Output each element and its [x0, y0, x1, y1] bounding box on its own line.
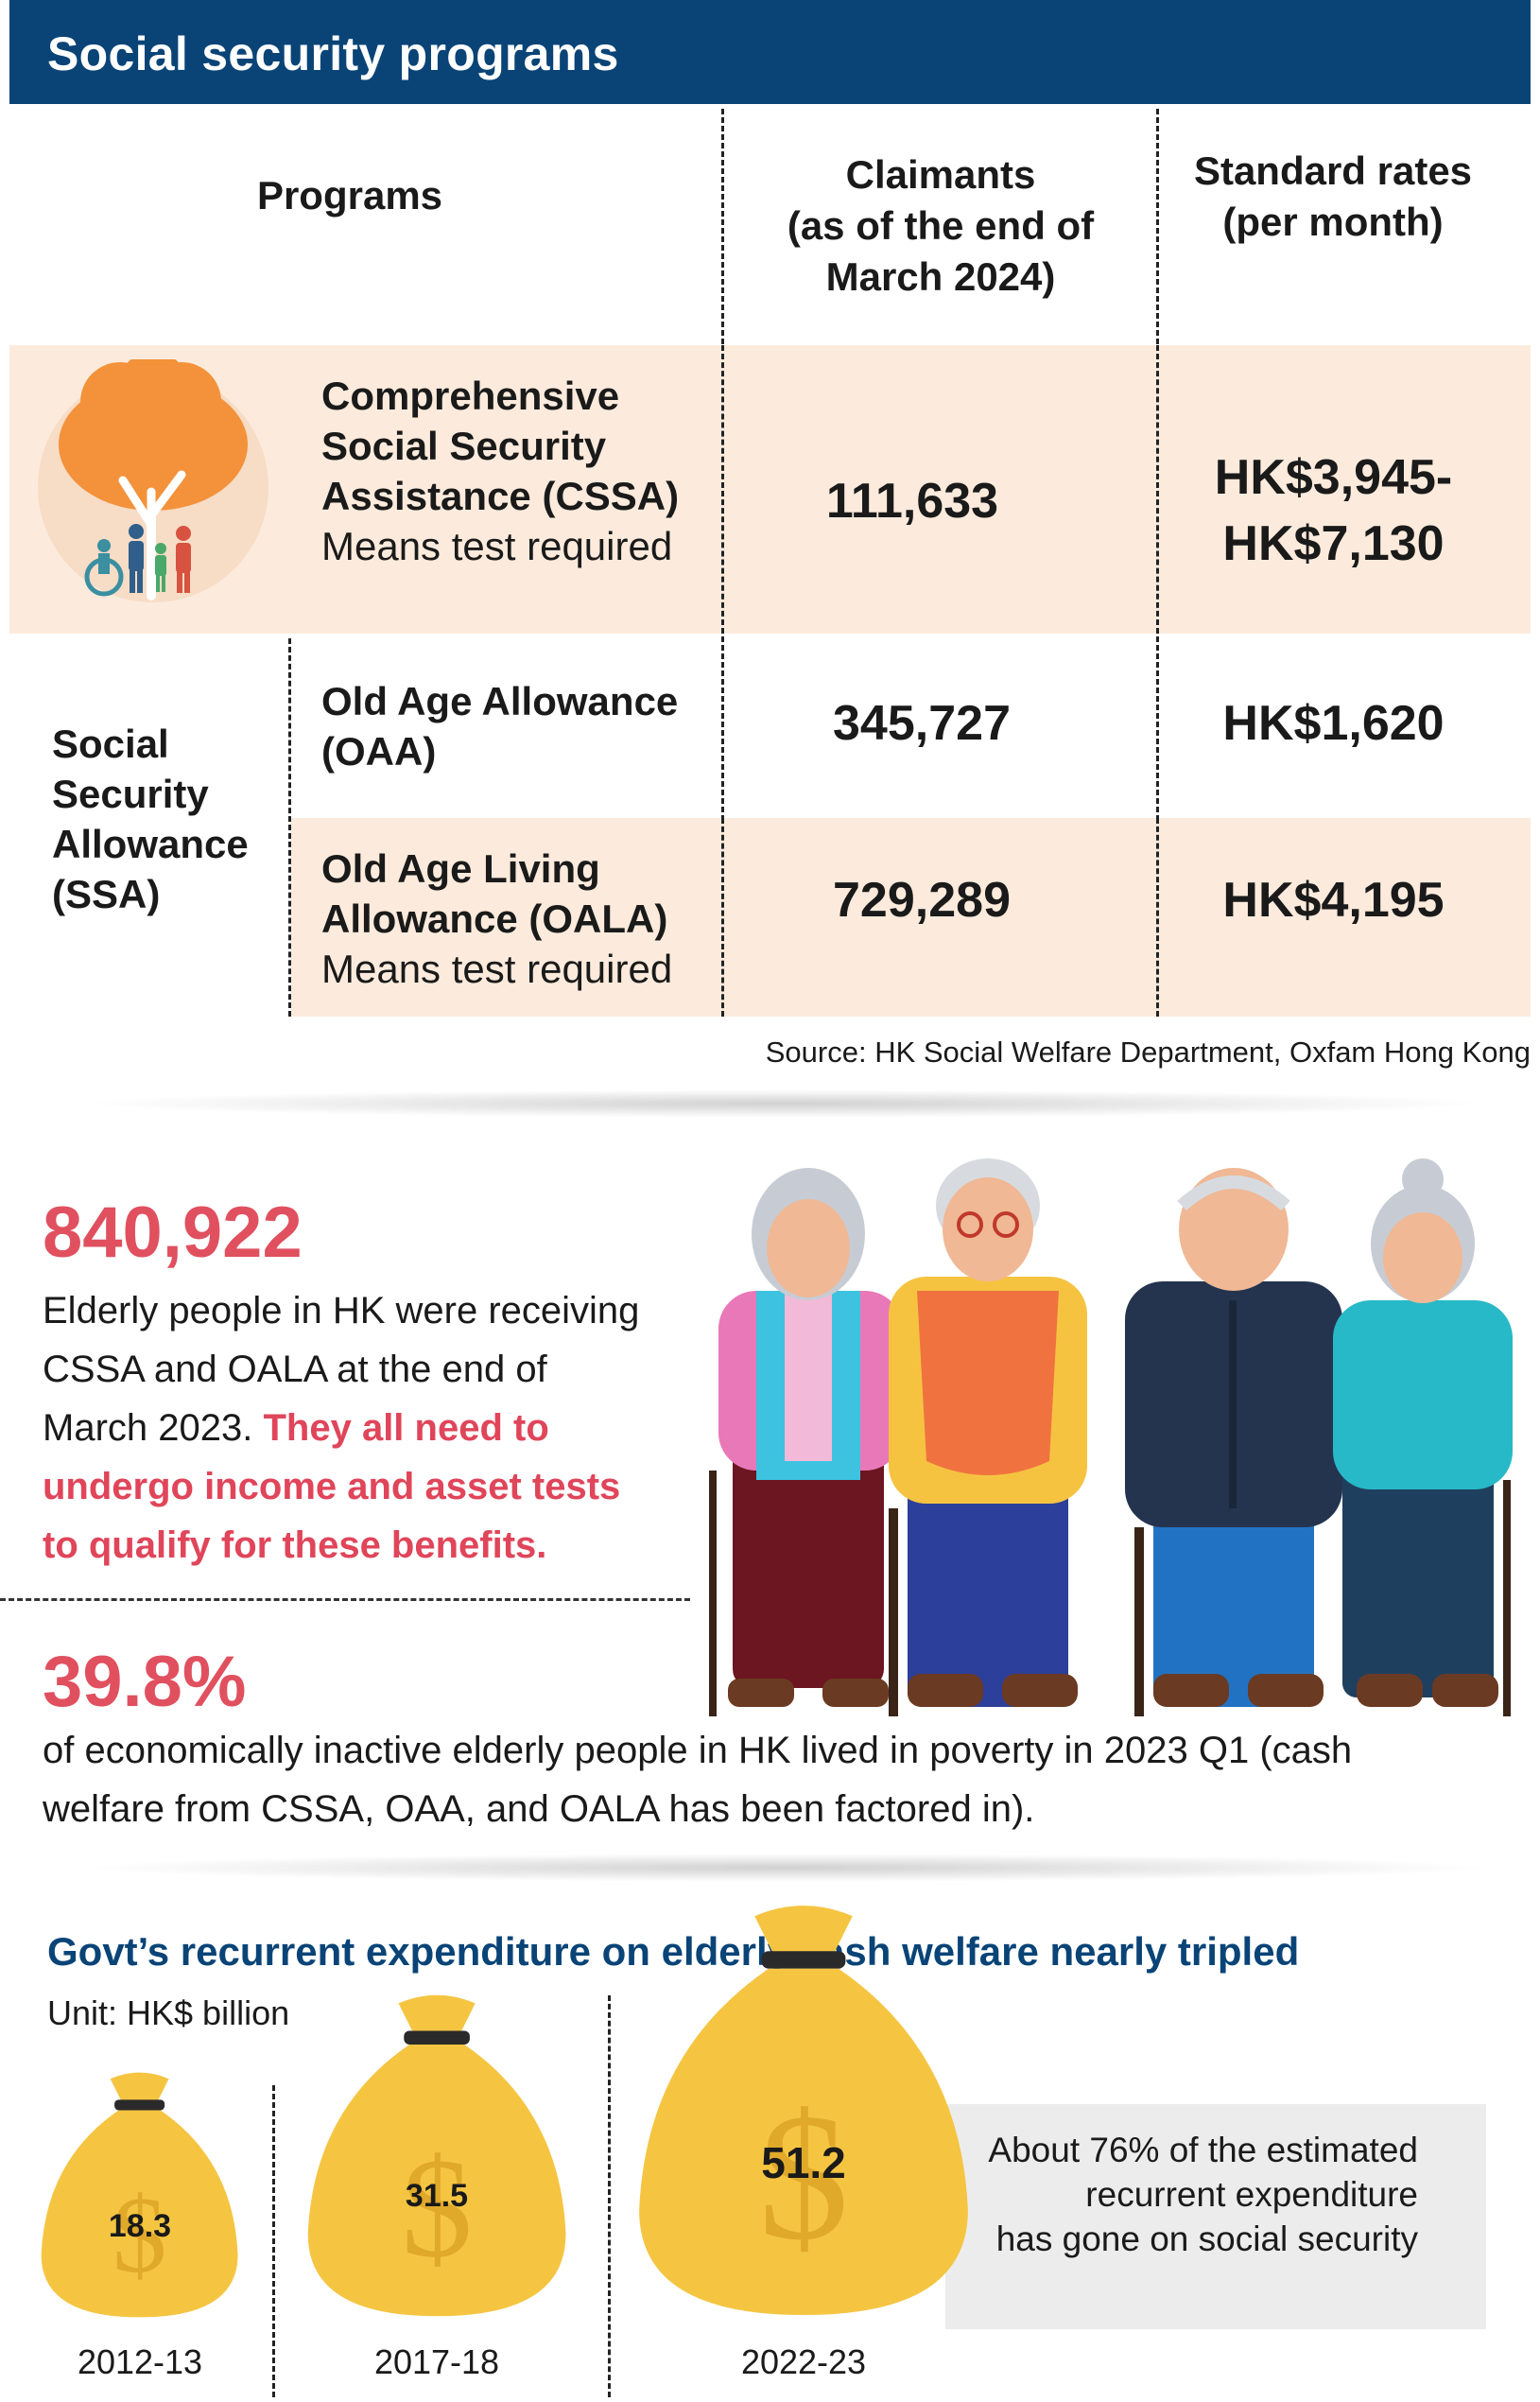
chart-divider [272, 2085, 275, 2397]
stat-line-mixed: March 2023. They all need to [43, 1399, 704, 1457]
group-divider [288, 638, 291, 1017]
svg-text:$: $ [401, 2129, 472, 2287]
money-bag-2012-13: $ [35, 2066, 244, 2322]
note-line: recurrent expenditure [1085, 2175, 1418, 2214]
group-label-line: Social [52, 722, 169, 766]
claimants-oaa: 345,727 [833, 696, 1011, 751]
note-line: About 76% of the estimated [988, 2131, 1418, 2169]
program-name-line: Allowance (OALA) [321, 896, 668, 941]
section-divider [76, 1089, 1494, 1118]
program-oaa: Old Age Allowance (OAA) [321, 676, 718, 776]
claimants-cssa: 111,633 [825, 474, 999, 529]
col-header-rates: Standard rates (per month) [1163, 146, 1503, 248]
header-bar [9, 0, 1531, 104]
stat-line-highlight: undergo income and asset tests [43, 1466, 621, 1507]
column-divider [721, 345, 724, 634]
column-divider [1156, 345, 1159, 634]
group-label-line: Allowance [52, 822, 249, 866]
stat-line: welfare from CSSA, OAA, and OALA has bee… [43, 1788, 1035, 1830]
bag-value-label: 18.3 [108, 2208, 172, 2245]
program-name-line: (OAA) [321, 729, 437, 774]
stat-line: Elderly people in HK were receiving [43, 1290, 640, 1332]
rate-line: HK$7,130 [1222, 516, 1445, 571]
program-name-line: Comprehensive [321, 374, 620, 418]
stat-number-elderly-receiving: 840,922 [43, 1192, 303, 1273]
col-header-claimants-line: March 2024) [825, 254, 1056, 299]
column-divider [721, 818, 724, 1017]
stat-line-plain: March 2023. [43, 1407, 264, 1449]
bag-value-label: 31.5 [405, 2178, 469, 2215]
stat-line: CSSA and OALA at the end of [43, 1349, 547, 1390]
elderly-group-illustration [690, 1149, 1522, 1721]
chart-note: About 76% of the estimated recurrent exp… [945, 2128, 1418, 2261]
section-divider [76, 1854, 1494, 1882]
stat-number-poverty: 39.8% [43, 1642, 247, 1722]
stat-line: of economically inactive elderly people … [43, 1730, 1353, 1771]
program-name-line: Social Security [321, 424, 607, 468]
dashed-divider [0, 1598, 690, 1601]
chart-title: Govt’s recurrent expenditure on elderly … [47, 1929, 1300, 1974]
year-label: 2022-23 [740, 2342, 867, 2381]
year-label: 2012-13 [77, 2342, 203, 2381]
column-divider [1156, 818, 1159, 1017]
group-label-line: Security [52, 772, 209, 816]
group-label-line: (SSA) [52, 872, 161, 916]
col-header-claimants-line: (as of the end of [787, 203, 1095, 248]
stat-line-highlight: They all need to [263, 1407, 549, 1449]
svg-text:$: $ [112, 2175, 167, 2295]
rate-line: HK$1,620 [1222, 696, 1445, 751]
table-row-oala [291, 818, 1531, 1017]
chart-divider [608, 1995, 611, 2397]
year-label: 2017-18 [373, 2342, 500, 2381]
col-header-rates-line: (per month) [1222, 200, 1444, 244]
svg-text:$: $ [758, 2076, 849, 2277]
program-note: Means test required [321, 947, 673, 991]
program-cssa: Comprehensive Social Security Assistance… [321, 371, 718, 571]
stat-line-highlight: to qualify for these benefits. [43, 1524, 547, 1566]
bag-value-label: 51.2 [761, 2138, 846, 2188]
note-line: has gone on social security [995, 2219, 1418, 2258]
source-note: Source: HK Social Welfare Department, Ox… [765, 1036, 1531, 1069]
money-bag-icon: $ [42, 2072, 238, 2318]
chart-unit: Unit: HK$ billion [47, 1993, 290, 2032]
programs-table: Programs Claimants (as of the end of Mar… [0, 104, 1540, 1069]
program-oala: Old Age Living Allowance (OALA) Means te… [321, 844, 718, 994]
rate-line: HK$3,945- [1214, 450, 1453, 505]
rate-oala: HK$4,195 [1161, 872, 1506, 929]
stat-text-elderly-receiving: Elderly people in HK were receiving CSSA… [43, 1281, 704, 1575]
program-name-line: Old Age Allowance [321, 679, 679, 723]
page-title: Social security programs [47, 27, 619, 80]
program-name-line: Old Age Living [321, 846, 600, 891]
claimants-oala: 729,289 [833, 873, 1011, 928]
rate-oaa: HK$1,620 [1161, 695, 1506, 752]
money-bag-icon: $ [307, 1994, 566, 2317]
col-header-rates-line: Standard rates [1193, 148, 1473, 193]
program-name-line: Assistance (CSSA) [321, 474, 680, 518]
money-bag-2017-18: $ [300, 1987, 574, 2322]
rate-cssa: HK$3,945- HK$7,130 [1161, 444, 1506, 577]
family-tree-icon [30, 352, 276, 605]
col-header-claimants: Claimants (as of the end of March 2024) [728, 149, 1153, 303]
col-header-claimants-line: Claimants [845, 152, 1036, 197]
group-label-ssa: Social Security Allowance (SSA) [52, 719, 288, 919]
stat-text-poverty: of economically inactive elderly people … [43, 1721, 1498, 1838]
note-box [945, 2104, 1486, 2329]
program-note: Means test required [321, 524, 673, 568]
rate-line: HK$4,195 [1222, 873, 1445, 928]
col-header-programs: Programs [256, 173, 443, 218]
